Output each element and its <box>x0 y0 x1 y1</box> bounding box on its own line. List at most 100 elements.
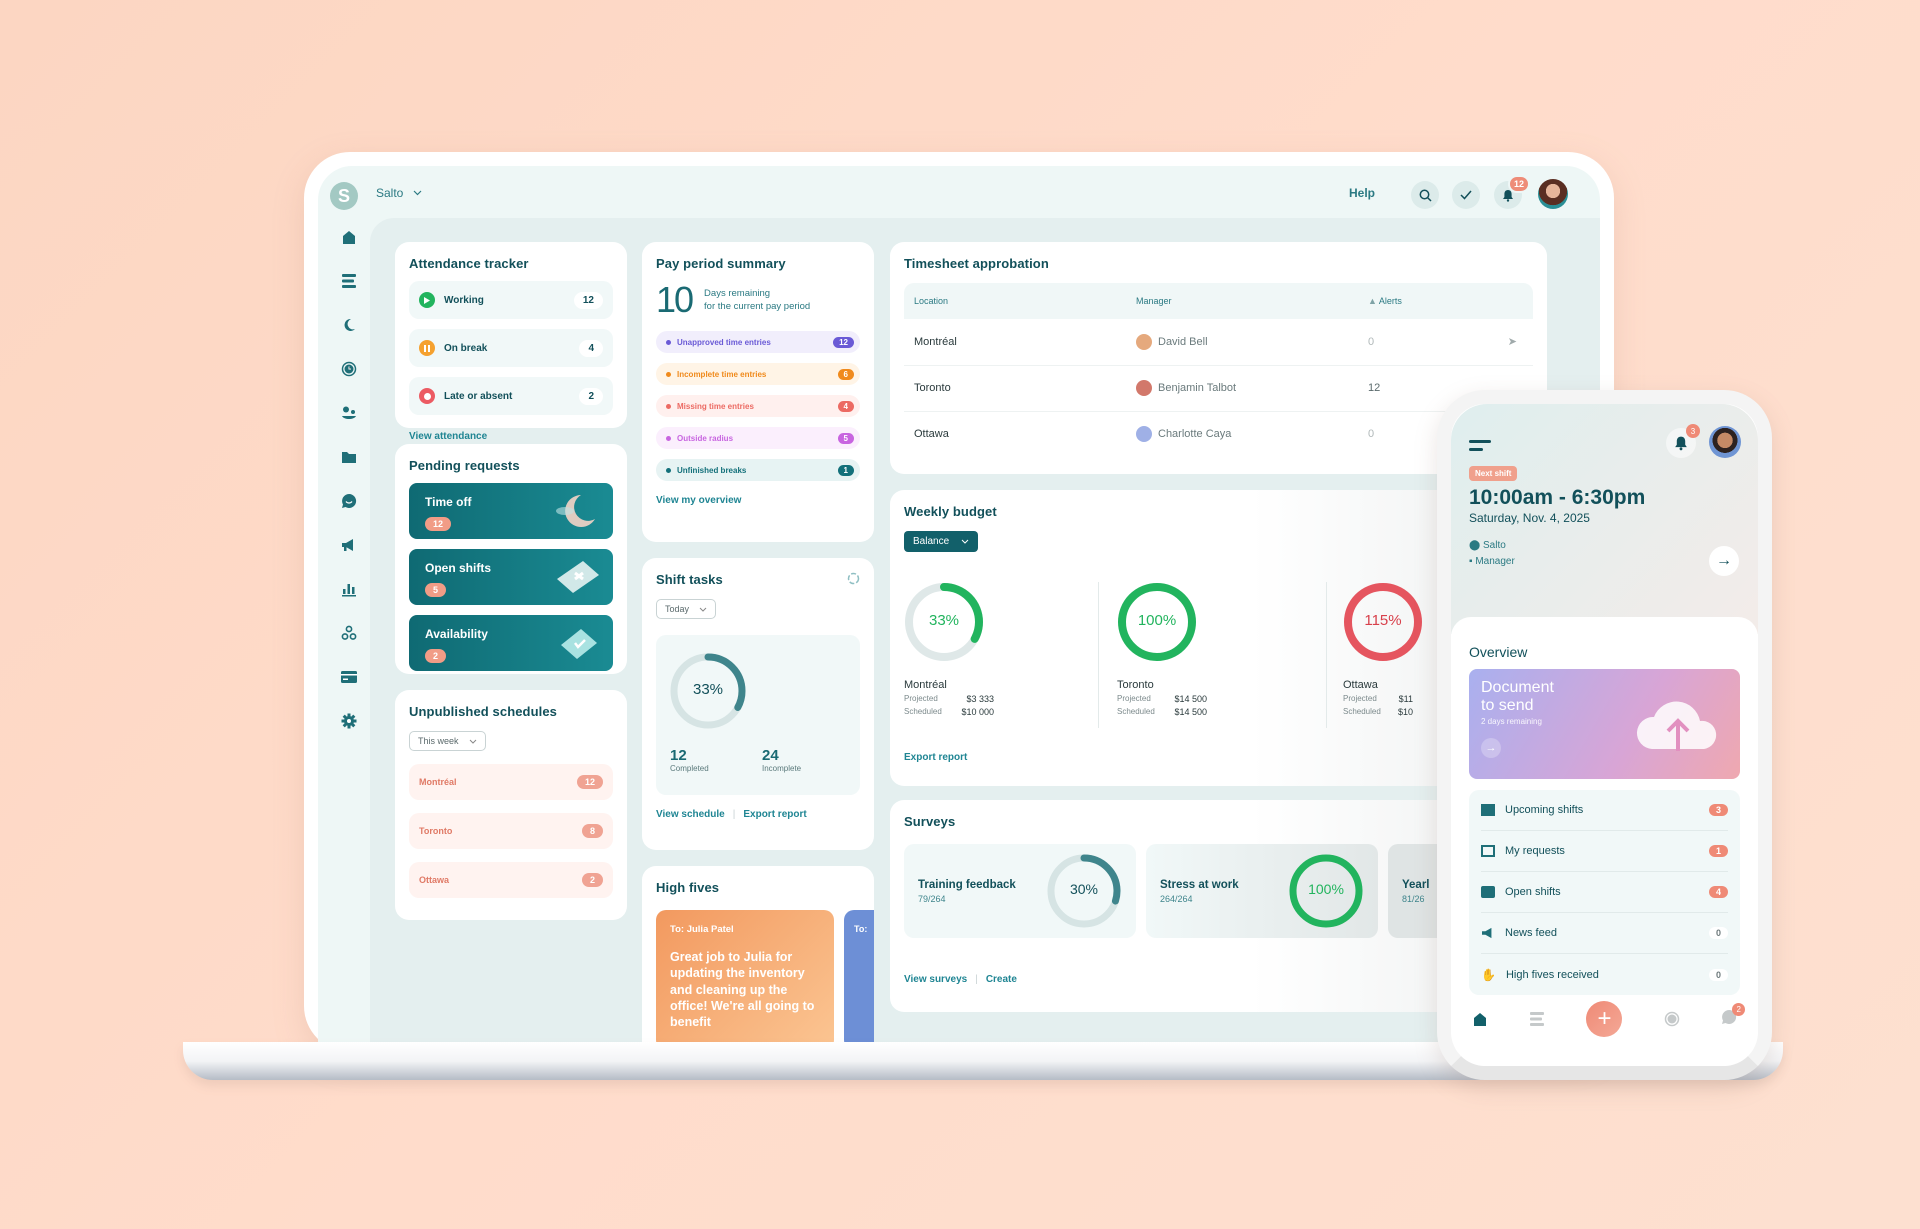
card-title: Pending requests <box>409 458 520 473</box>
send-icon[interactable]: ➤ <box>1462 319 1533 366</box>
attendance-row-working[interactable]: Working 12 <box>409 281 613 319</box>
list-item-open-shifts[interactable]: Open shifts 4 <box>1481 872 1728 913</box>
overview-title: Overview <box>1469 644 1528 660</box>
tasks-progress-ring <box>670 653 746 729</box>
schedule-icon[interactable] <box>1529 1012 1545 1026</box>
menu-icon[interactable] <box>1469 440 1491 452</box>
messages-button[interactable]: 2 <box>1721 1002 1746 1030</box>
sidebar-item-documents[interactable] <box>338 446 360 468</box>
survey-ratio: 81/26 <box>1402 893 1425 904</box>
help-link[interactable]: Help <box>1349 186 1376 200</box>
refresh-icon[interactable] <box>847 572 860 585</box>
card-icon <box>341 671 357 683</box>
table-row[interactable]: Ottawa Charlotte Caya 0 <box>904 411 1533 457</box>
sidebar-item-reports[interactable] <box>338 578 360 600</box>
divider <box>1326 582 1327 728</box>
search-button[interactable] <box>1411 181 1439 209</box>
high-five-card[interactable]: To: <box>844 910 874 1050</box>
unpublished-row[interactable]: Ottawa 2 <box>409 862 613 898</box>
list-item-my-requests[interactable]: My requests 1 <box>1481 831 1728 872</box>
export-report-link[interactable]: Export report <box>743 809 807 820</box>
pay-item-outside-radius[interactable]: Outside radius 5 <box>656 427 860 449</box>
pending-time-off[interactable]: Time off 12 <box>409 483 613 539</box>
week-filter-select[interactable]: This week <box>409 731 486 751</box>
budget-mode-select[interactable]: Balance <box>904 531 979 552</box>
pay-item-unapproved[interactable]: Unapproved time entries 12 <box>656 331 860 353</box>
user-avatar[interactable] <box>1538 179 1568 209</box>
scheduled-value: $14 500 <box>1174 707 1207 717</box>
card-title: Shift tasks <box>656 572 723 587</box>
document-deadline: 2 days remaining <box>1481 717 1542 727</box>
list-item-high-fives[interactable]: ✋ High fives received 0 <box>1481 954 1728 995</box>
document-to-send-card[interactable]: Document to send 2 days remaining → <box>1469 669 1740 779</box>
budget-location[interactable]: 33% Montréal Projected $3 333 Scheduled $1… <box>904 582 1084 717</box>
table-row[interactable]: Toronto Benjamin Talbot 12 <box>904 365 1533 412</box>
view-overview-link[interactable]: View my overview <box>656 495 742 506</box>
sidebar-item-organization[interactable] <box>338 622 360 644</box>
survey-name: Training feedback <box>918 878 1016 891</box>
days-remaining-value: 10 <box>656 279 694 320</box>
pay-item-unfinished-breaks[interactable]: Unfinished breaks 1 <box>656 459 860 481</box>
pay-item-incomplete[interactable]: Incomplete time entries 6 <box>656 363 860 385</box>
budget-percent: 115% <box>1364 612 1402 629</box>
budget-location[interactable]: 115% Ottawa Projected $11 Scheduled $10 <box>1343 582 1523 717</box>
pending-availability[interactable]: Availability 2 <box>409 615 613 671</box>
chevron-down-icon <box>699 607 707 612</box>
sidebar-item-settings[interactable] <box>338 710 360 732</box>
count-badge: 8 <box>581 824 603 838</box>
phone-user-avatar[interactable] <box>1709 426 1741 458</box>
sidebar-item-people[interactable] <box>338 402 360 424</box>
clock-icon[interactable] <box>1664 1011 1680 1027</box>
view-attendance-link[interactable]: View attendance <box>409 431 488 442</box>
sidebar-item-time-off[interactable] <box>338 314 360 336</box>
unpublished-row[interactable]: Toronto 8 <box>409 813 613 849</box>
sidebar-item-home[interactable] <box>338 226 360 248</box>
pending-requests-card: Pending requests Time off 12 Open shifts… <box>395 444 627 674</box>
budget-percent: 100% <box>1137 612 1177 629</box>
col-manager[interactable]: Manager <box>1136 283 1368 319</box>
manager-cell: David Bell <box>1136 319 1368 366</box>
pay-item-missing[interactable]: Missing time entries 4 <box>656 395 860 417</box>
attendance-row-late[interactable]: Late or absent 2 <box>409 377 613 415</box>
attendance-row-on-break[interactable]: On break 4 <box>409 329 613 367</box>
arrow-right-icon[interactable]: → <box>1481 738 1501 759</box>
sidebar-item-schedule[interactable] <box>338 270 360 292</box>
export-report-link[interactable]: Export report <box>904 752 968 763</box>
sidebar-item-billing[interactable] <box>338 666 360 688</box>
phone-notifications-button[interactable]: 3 <box>1666 424 1700 458</box>
sidebar-item-messages[interactable] <box>338 490 360 512</box>
unpublished-row[interactable]: Montréal 12 <box>409 764 613 800</box>
tasks-button[interactable] <box>1452 181 1480 209</box>
view-surveys-link[interactable]: View surveys <box>904 974 968 985</box>
home-icon[interactable] <box>1472 1011 1488 1027</box>
item-label: Outside radius <box>677 433 734 443</box>
select-value: Balance <box>913 536 950 547</box>
avatar <box>1136 333 1152 350</box>
divider <box>1098 582 1099 728</box>
survey-item[interactable]: Training feedback 79/264 30% <box>904 844 1136 938</box>
high-five-card[interactable]: To: Julia Patel Great job to Julia for u… <box>656 910 834 1050</box>
org-switcher[interactable]: Salto <box>376 186 422 200</box>
home-icon <box>343 231 355 244</box>
sidebar-item-news[interactable] <box>338 534 360 556</box>
add-button[interactable]: + <box>1586 1001 1623 1037</box>
pending-open-shifts[interactable]: Open shifts 5 <box>409 549 613 605</box>
col-alerts[interactable]: ▲ Alerts <box>1368 283 1463 319</box>
play-icon <box>419 292 435 308</box>
bell-icon <box>1503 189 1513 202</box>
day-filter-select[interactable]: Today <box>656 599 717 619</box>
hand-wave-icon: ✋ <box>1481 967 1496 982</box>
notifications-button[interactable]: 12 <box>1494 175 1530 209</box>
sidebar-item-time-clock[interactable] <box>338 358 360 380</box>
chat-badge: 2 <box>1732 1002 1746 1016</box>
app-logo[interactable]: S <box>330 182 358 210</box>
list-item-upcoming-shifts[interactable]: Upcoming shifts 3 <box>1481 790 1728 831</box>
shift-details-button[interactable]: → <box>1709 546 1739 576</box>
survey-item[interactable]: Stress at work 264/264 100% <box>1146 844 1378 938</box>
view-schedule-link[interactable]: View schedule <box>656 809 725 820</box>
table-row[interactable]: Montréal David Bell 0 ➤ <box>904 319 1533 366</box>
budget-location[interactable]: 100% Toronto Projected $14 500 Scheduled $… <box>1117 582 1297 717</box>
col-location[interactable]: Location <box>904 283 1136 319</box>
create-survey-link[interactable]: Create <box>985 974 1017 985</box>
list-item-news-feed[interactable]: News feed 0 <box>1481 913 1728 954</box>
